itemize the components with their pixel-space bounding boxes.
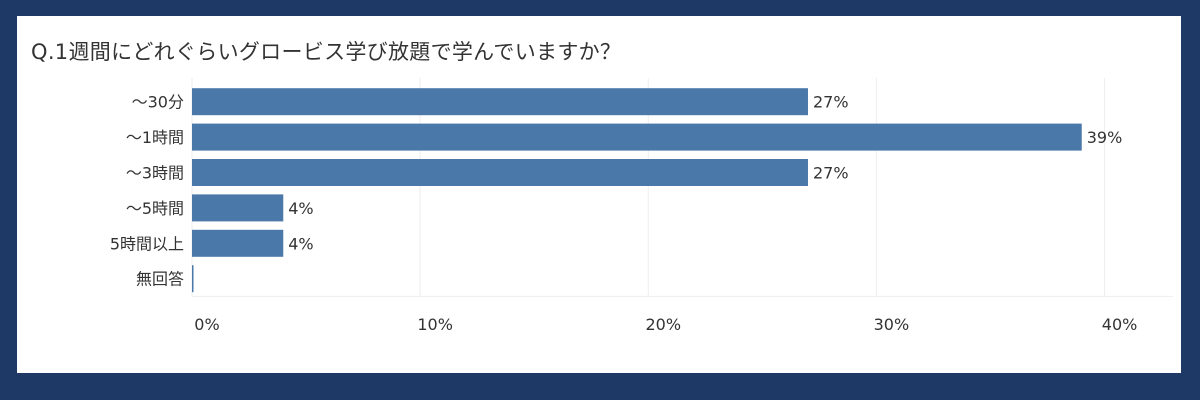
category-label: ～5時間	[126, 199, 184, 218]
x-tick-label: 10%	[417, 315, 453, 334]
data-label: 27%	[813, 164, 849, 183]
bar-chart: ～30分 27% ～1時間 39% ～3時間 27% ～5時間 4% 5時間以上 4% 無回答 0%…	[110, 78, 1173, 334]
bar	[192, 88, 808, 116]
bar	[192, 159, 808, 186]
label-layer: ～30分 27% ～1時間 39% ～3時間 27% ～5時間 4% 5時間以上 4% 無回答	[110, 93, 1122, 289]
category-label: 無回答	[136, 270, 184, 289]
data-label: 39%	[1087, 128, 1123, 147]
category-label: 5時間以上	[110, 234, 184, 253]
data-label: 4%	[288, 234, 313, 253]
bar-layer	[192, 88, 1082, 293]
chart-panel: Q.1週間にどれぐらいグロービス学び放題で学んでいますか？ ～30分 27% ～1時…	[17, 16, 1181, 373]
category-label: ～30分	[132, 93, 184, 112]
x-tick-label: 30%	[874, 315, 910, 334]
x-tick-label: 0%	[194, 315, 219, 334]
x-tick-label: 20%	[645, 315, 681, 334]
bar	[192, 194, 284, 222]
category-label: ～1時間	[126, 128, 184, 147]
bar	[192, 265, 194, 293]
chart-title: Q.1週間にどれぐらいグロービス学び放題で学んでいますか？	[31, 40, 622, 64]
bar	[192, 229, 284, 257]
tick-layer: 0% 10% 20% 30% 40%	[194, 315, 1137, 334]
category-label: ～3時間	[126, 164, 184, 183]
x-tick-label: 40%	[1102, 315, 1138, 334]
bar	[192, 123, 1082, 151]
data-label: 27%	[813, 93, 849, 112]
data-label: 4%	[288, 199, 313, 218]
